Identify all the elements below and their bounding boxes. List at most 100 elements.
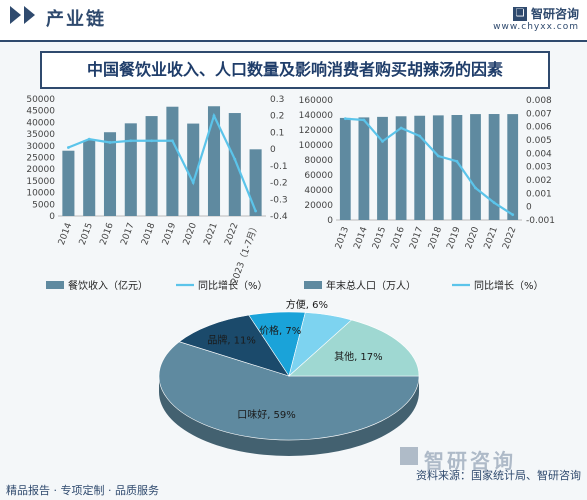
y-right-tick-label: 0.2	[270, 112, 284, 122]
y-left-tick-label: 50000	[26, 95, 55, 105]
pie-label: 口味好, 59%	[237, 409, 296, 421]
y-right-tick-label: 0.002	[526, 176, 552, 186]
pie-label: 方便, 6%	[286, 298, 328, 311]
line-point	[129, 139, 133, 143]
x-tick-label: 2016	[99, 221, 116, 246]
y-left-tick-label: 20000	[26, 165, 55, 175]
header-bar: 产业链 ❏ 智研咨询 www.chyxx.com	[0, 0, 587, 42]
bar	[451, 115, 463, 220]
x-tick-label: 2021	[483, 226, 500, 251]
y-left-tick-label: 140000	[299, 111, 334, 121]
x-tick-label: 2020	[182, 221, 199, 246]
header-arrow-icon	[24, 6, 35, 24]
footer-source: 资料来源：国家统计局、智研咨询	[416, 469, 581, 482]
header-arrow-icon	[10, 6, 21, 24]
line-point	[87, 137, 91, 141]
y-right-tick-label: -0.001	[526, 216, 555, 226]
legend-bar-swatch	[46, 281, 64, 289]
bar	[395, 116, 407, 220]
bar	[145, 116, 158, 216]
y-left-tick-label: 15000	[26, 177, 55, 187]
line-point	[455, 159, 459, 163]
line-point	[381, 139, 384, 143]
pie-label: 品牌, 11%	[207, 334, 256, 347]
line-point	[511, 213, 515, 217]
bar	[103, 132, 117, 216]
line-point	[150, 139, 154, 143]
brand-logo-icon: ❏	[512, 6, 527, 21]
line-point	[191, 181, 195, 184]
footer-logo-icon	[400, 447, 418, 465]
y-left-tick-label: 0	[327, 216, 333, 226]
y-right-tick-label: 0.3	[270, 95, 284, 105]
x-tick-label: 2014	[352, 225, 369, 250]
line-point	[474, 186, 477, 190]
bar	[83, 140, 96, 216]
pie-label: 价格, 7%	[259, 324, 301, 337]
footer-slogan: 精品报告 · 专项定制 · 品质服务	[6, 484, 159, 497]
line-point	[399, 126, 403, 130]
pie-slice	[288, 319, 420, 377]
footer-logo: 智研咨询	[424, 449, 516, 473]
bar	[488, 114, 500, 220]
chart-title: 中国餐饮业收入、人口数量及影响消费者购买胡辣汤的因素	[40, 51, 550, 89]
y-right-tick-label: -0.2	[270, 179, 288, 189]
bar	[507, 114, 519, 220]
bar	[62, 150, 75, 216]
x-tick-label: 2019	[161, 221, 178, 246]
x-tick-label: 2021	[203, 222, 220, 247]
bar	[124, 123, 137, 216]
x-tick-label: 2018	[427, 225, 444, 250]
bar	[339, 117, 351, 220]
line-point	[418, 134, 422, 138]
y-left-tick-label: 25000	[26, 154, 55, 164]
y-right-tick-label: 0.001	[526, 189, 552, 199]
line-point	[212, 114, 216, 118]
y-left-tick-label: 40000	[304, 186, 333, 196]
bar	[187, 123, 200, 216]
brand: ❏ 智研咨询 www.chyxx.com	[493, 3, 579, 32]
y-right-tick-label: 0.005	[526, 136, 552, 146]
line-point	[492, 201, 496, 205]
line-point	[233, 157, 237, 161]
brand-url: www.chyxx.com	[493, 22, 579, 32]
bar	[414, 115, 426, 220]
bar	[166, 106, 179, 216]
x-tick-label: 2016	[390, 225, 407, 250]
y-left-tick-label: 160000	[299, 96, 334, 106]
y-left-tick-label: 120000	[299, 126, 334, 136]
bar	[377, 116, 388, 220]
section-title: 产业链	[46, 9, 106, 30]
line-point	[343, 117, 347, 121]
y-left-tick-label: 10000	[26, 189, 55, 199]
footer: 智研咨询 精品报告 · 专项定制 · 品质服务 资料来源：国家统计局、智研咨询	[0, 447, 587, 500]
line-point	[436, 154, 440, 158]
x-tick-label: 2013	[334, 226, 351, 251]
line-point	[362, 118, 366, 122]
pie-label: 其他, 17%	[334, 350, 383, 363]
legend-line-label: 同比增长（%）	[198, 279, 268, 292]
x-tick-label: 2018	[140, 221, 157, 246]
line-point	[108, 141, 112, 144]
x-tick-label: 2020	[464, 225, 481, 250]
y-left-tick-label: 35000	[26, 130, 55, 140]
y-right-tick-label: 0.004	[526, 149, 552, 159]
y-left-tick-label: 60000	[304, 171, 333, 181]
x-tick-label: 2017	[408, 226, 425, 251]
bar	[207, 106, 221, 216]
bar	[470, 114, 481, 220]
x-tick-label: 2022	[223, 222, 240, 247]
legend-bar-swatch	[304, 281, 322, 289]
growth-line	[345, 117, 514, 216]
x-tick-label: 2014	[57, 221, 74, 246]
bar	[228, 113, 241, 216]
line-point	[171, 139, 174, 143]
legend-bar-label: 年末总人口（万人）	[326, 279, 416, 292]
x-tick-label: 2022	[501, 226, 518, 251]
y-right-tick-label: -0.3	[270, 195, 288, 205]
y-right-tick-label: -0.1	[270, 162, 288, 172]
y-right-tick-label: -0.4	[270, 212, 288, 222]
pie-slice	[178, 314, 290, 377]
bar	[358, 117, 370, 220]
